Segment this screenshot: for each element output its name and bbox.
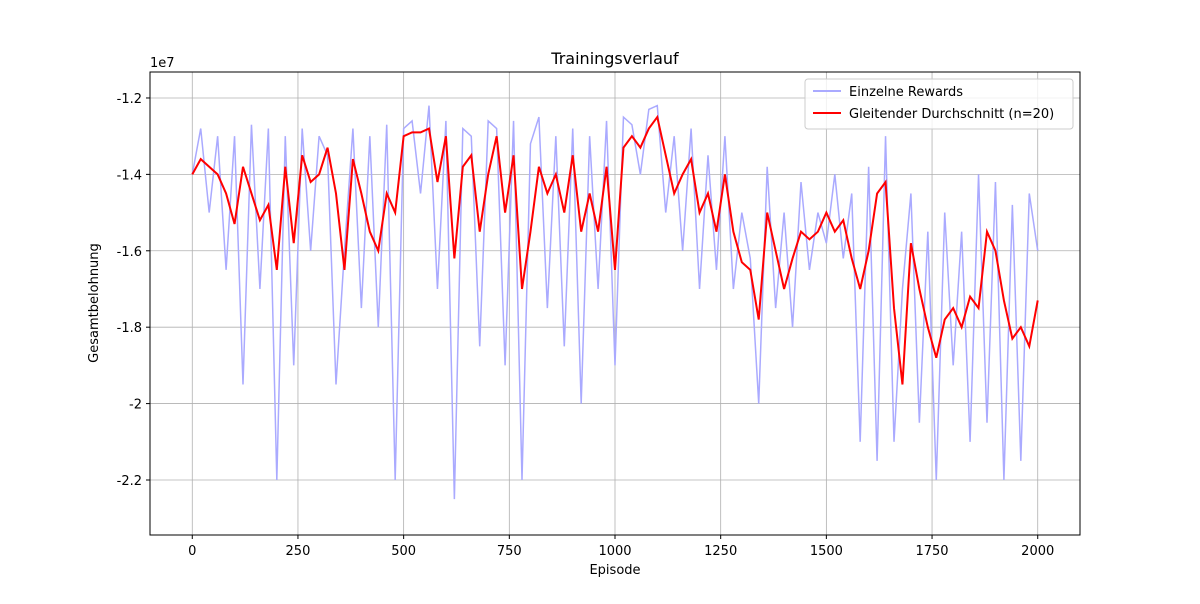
legend-box — [804, 78, 1074, 130]
legend-label: Gleitender Durchschnitt (n=20) — [849, 107, 1054, 122]
x-tick-label: 1000 — [598, 544, 631, 559]
y-tick-label: -1.6 — [117, 245, 142, 260]
y-axis-label: Gesamtbelohnung — [87, 243, 102, 363]
x-tick-label: 2000 — [1021, 544, 1054, 559]
x-tick-label: 250 — [286, 544, 311, 559]
x-tick-label: 500 — [391, 544, 416, 559]
series-line — [191, 114, 1039, 385]
x-tick-label: 1500 — [810, 544, 843, 559]
x-tick-label: 1750 — [915, 544, 948, 559]
x-axis-label: Episode — [589, 563, 640, 578]
chart-title: Trainingsverlauf — [550, 49, 679, 68]
y-tick-label: -2 — [129, 398, 142, 413]
legend-label: Einzelne Rewards — [849, 85, 963, 100]
y-tick-label: -1.8 — [117, 321, 142, 336]
y-offset-label: 1e7 — [150, 56, 175, 71]
x-tick-label: 750 — [497, 544, 522, 559]
x-tick-label: 1250 — [704, 544, 737, 559]
y-tick-label: -1.2 — [117, 92, 142, 107]
series-line — [191, 104, 1039, 500]
plot-frame — [149, 71, 1081, 536]
y-tick-label: -1.4 — [117, 168, 142, 183]
x-tick-label: 0 — [188, 544, 196, 559]
y-tick-label: -2.2 — [117, 474, 142, 489]
